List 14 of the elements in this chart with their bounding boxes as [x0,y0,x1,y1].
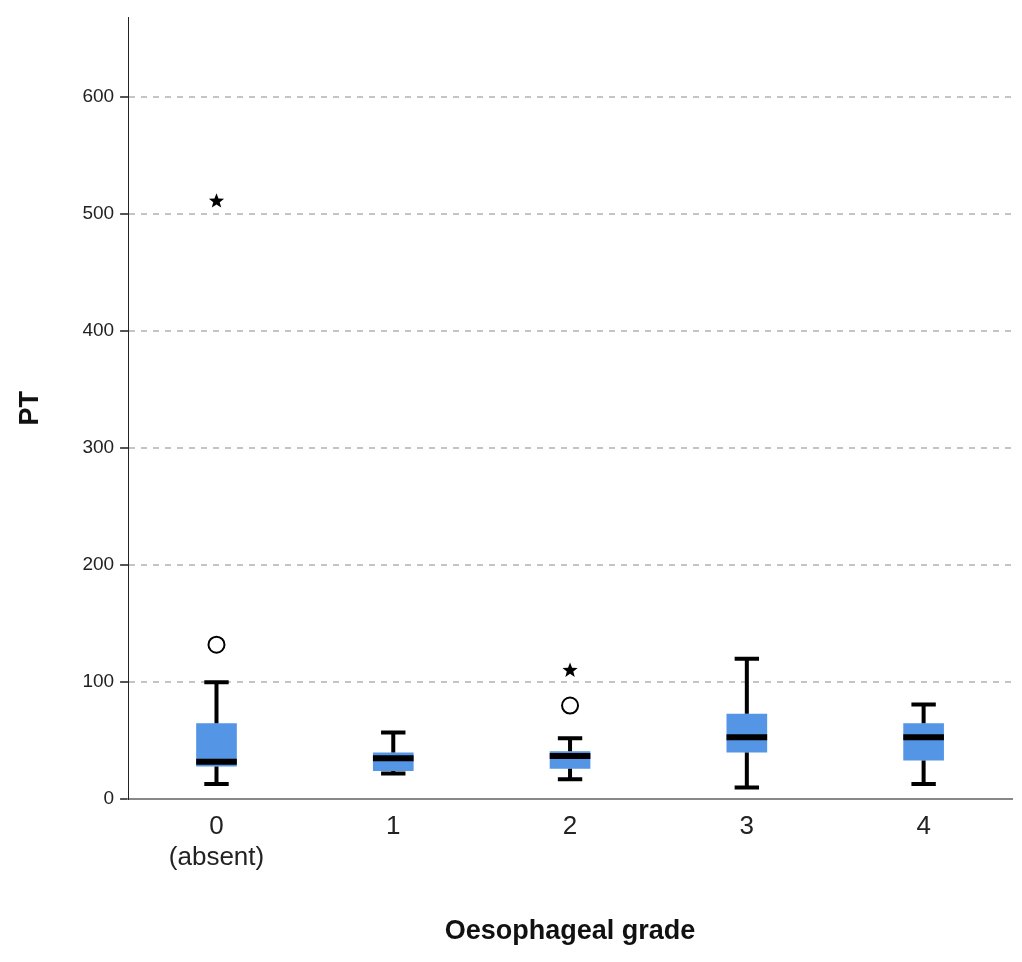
y-tick-label: 100 [82,670,115,692]
y-tick-label: 400 [82,319,115,341]
y-tick-label: 600 [82,85,115,107]
y-axis-title: PT [13,390,44,426]
x-tick-label: 0 (absent) [168,809,265,872]
y-tick-label: 300 [82,436,115,458]
x-tick-label: 4 [916,809,931,840]
x-tick-label: 3 [739,809,755,840]
x-tick-label: 1 [386,809,401,840]
y-tick-label: 0 [103,787,115,809]
y-tick-label: 500 [82,202,115,224]
y-tick-label: 200 [82,553,115,575]
x-tick-label: 2 [562,809,578,840]
x-axis-title: Oesophageal grade [444,915,696,946]
